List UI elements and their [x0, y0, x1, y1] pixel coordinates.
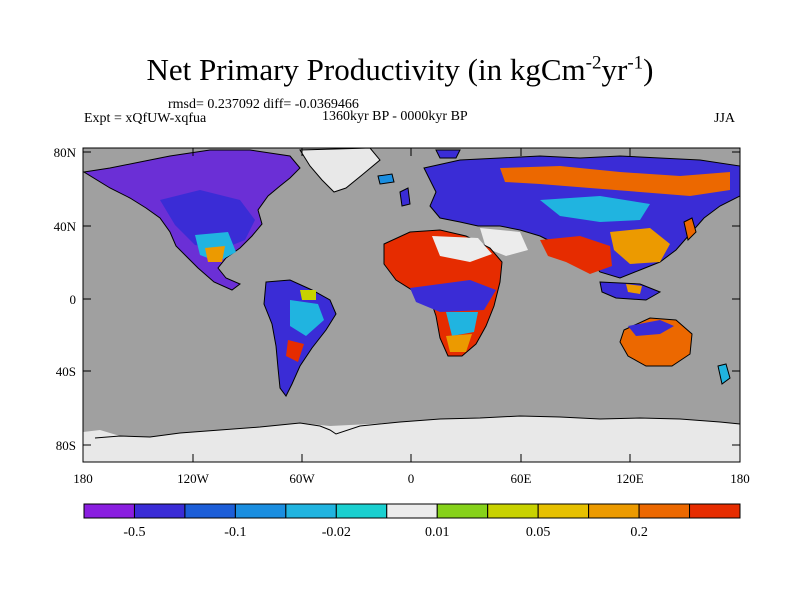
- colorbar-swatch: [689, 503, 741, 519]
- lat-label-0: 0: [70, 292, 77, 307]
- iceland: [377, 173, 395, 185]
- lat-ticks: [83, 151, 740, 446]
- asia-red-patch: [540, 236, 612, 274]
- lon-label-60e: 60E: [511, 471, 532, 486]
- colorbar-swatch: [234, 503, 287, 519]
- colorbar-label: 0.01: [425, 525, 450, 540]
- east-asia-orange: [610, 228, 670, 264]
- sa-cyan-patch: [290, 300, 324, 336]
- colorbar-swatch: [537, 503, 590, 519]
- lat-label-80n: 80N: [54, 145, 77, 160]
- australia-blue: [628, 320, 674, 336]
- lat-label-80s: 80S: [56, 438, 76, 453]
- colorbar-swatch: [184, 503, 236, 519]
- new-zealand: [717, 363, 731, 385]
- na-orange-patch: [205, 246, 225, 262]
- colorbar-swatch: [588, 503, 640, 519]
- lon-label-120e: 120E: [616, 471, 644, 486]
- uk: [399, 187, 411, 207]
- colorbar-label: -0.1: [224, 525, 246, 540]
- period-label: 1360kyr BP - 0000kyr BP: [322, 109, 468, 124]
- eurasia-cyan-band: [540, 196, 650, 222]
- africa-orange-south: [446, 334, 472, 352]
- chart-title: Net Primary Productivity (in kgCm-2yr-1): [146, 52, 654, 87]
- svalbard: [435, 149, 461, 159]
- colorbar-labels: -0.5 -0.1 -0.02 0.01 0.05 0.2: [123, 525, 647, 540]
- season-label: JJA: [714, 111, 736, 126]
- antarctica-coastline: [94, 415, 741, 439]
- antarctica-ice: [83, 416, 740, 462]
- sa-yellow-patch: [300, 290, 316, 300]
- stats-text: rmsd= 0.237092 diff= -0.0369466: [168, 97, 359, 112]
- experiment-label: Expt = xQfUW-xqfua: [84, 111, 207, 126]
- colorbar-swatch: [386, 503, 438, 519]
- lon-label-180w: 180: [73, 471, 93, 486]
- indonesia-orange: [626, 284, 642, 294]
- colorbar-label: -0.02: [322, 525, 351, 540]
- middle-east-blank: [480, 228, 528, 256]
- lon-ticks: [192, 148, 631, 462]
- eurasia-orange-band: [500, 166, 730, 196]
- lon-label-0: 0: [408, 471, 415, 486]
- colorbar-swatch: [133, 503, 186, 519]
- colorbar-label: 0.2: [630, 525, 648, 540]
- japan: [683, 217, 697, 241]
- na-blue-patch: [160, 190, 255, 250]
- lat-label-40s: 40S: [56, 364, 76, 379]
- sa-red-patch: [286, 340, 304, 362]
- colorbar-label: -0.5: [123, 525, 145, 540]
- greenland-ice: [299, 147, 381, 193]
- lat-label-40n: 40N: [54, 219, 77, 234]
- sahara-blank: [432, 236, 492, 262]
- colorbar-swatch: [487, 503, 539, 519]
- colorbar-swatch: [285, 503, 337, 519]
- africa-blue-band: [410, 280, 496, 312]
- lon-label-60w: 60W: [289, 471, 315, 486]
- colorbar-label: 0.05: [526, 525, 551, 540]
- colorbar-swatch: [83, 503, 135, 519]
- lon-label-120w: 120W: [177, 471, 210, 486]
- lon-label-180e: 180: [730, 471, 750, 486]
- colorbar: [83, 503, 741, 519]
- colorbar-swatch: [436, 503, 489, 519]
- colorbar-swatch: [335, 503, 388, 519]
- colorbar-swatch: [638, 503, 691, 519]
- africa-cyan-patch: [446, 312, 478, 336]
